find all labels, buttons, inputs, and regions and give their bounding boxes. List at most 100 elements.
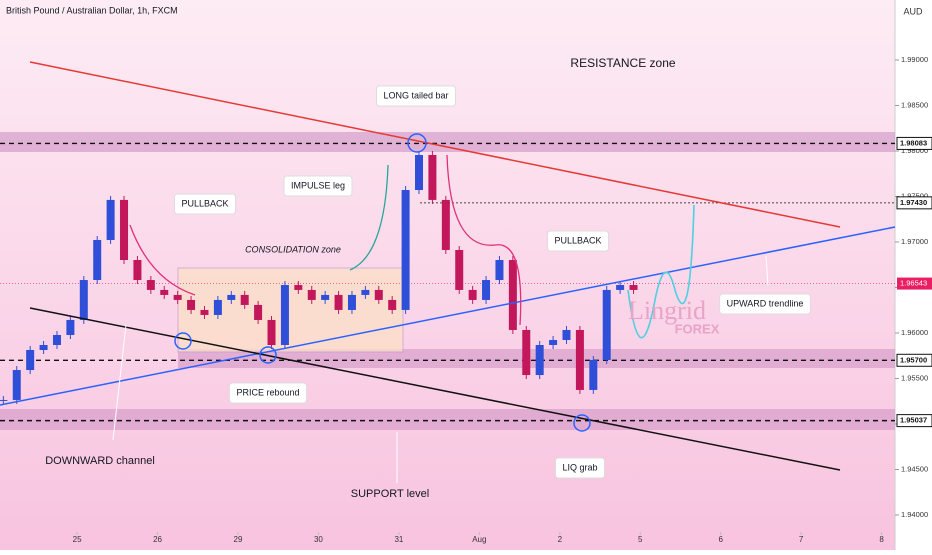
annotation: CONSOLIDATION zone bbox=[245, 244, 341, 254]
candle-body bbox=[39, 344, 48, 351]
x-tick-label: 29 bbox=[234, 535, 243, 544]
candle-body bbox=[388, 299, 397, 310]
candle-body bbox=[240, 294, 249, 305]
candle-body bbox=[280, 285, 289, 345]
x-tick-label: 26 bbox=[153, 535, 162, 544]
candle-body bbox=[401, 190, 410, 310]
candle-body bbox=[160, 289, 169, 295]
candle-body bbox=[66, 319, 75, 335]
y-tick-label: 1.98000 bbox=[901, 146, 928, 155]
level-box bbox=[896, 136, 932, 150]
resistance-trendline bbox=[29, 61, 841, 228]
impulse-arrow bbox=[349, 164, 389, 271]
annotation-box bbox=[554, 457, 606, 479]
x-tick-label: 25 bbox=[73, 535, 82, 544]
x-axis: 25 26 29 30 31 Aug 2 5 6 7 8 bbox=[73, 532, 884, 544]
candle-body bbox=[146, 280, 155, 290]
candle-body bbox=[629, 285, 638, 290]
level-label: 1.95037 bbox=[900, 416, 927, 425]
candle-body bbox=[482, 280, 491, 300]
candle-body bbox=[374, 289, 383, 300]
candle-body bbox=[187, 299, 196, 310]
candle-body bbox=[200, 309, 209, 315]
candle-body bbox=[347, 294, 356, 310]
candle-body bbox=[0, 399, 8, 401]
candle-body bbox=[589, 360, 598, 390]
candle-body bbox=[307, 289, 316, 300]
candle-body bbox=[508, 260, 517, 330]
annotation: RESISTANCE zone bbox=[570, 56, 675, 70]
resistance-zone bbox=[0, 132, 895, 152]
liq-zone bbox=[0, 409, 895, 430]
candle-body bbox=[602, 289, 611, 361]
x-tick-label: 2 bbox=[558, 535, 563, 544]
annotation: SUPPORT level bbox=[351, 488, 429, 500]
candle-body bbox=[120, 199, 129, 260]
candle-body bbox=[562, 329, 571, 340]
candle-body bbox=[549, 339, 558, 345]
y-tick-label: 1.97500 bbox=[901, 191, 928, 200]
y-tick-label: 1.97000 bbox=[901, 237, 928, 246]
pullback-arrow bbox=[446, 154, 522, 326]
level-label: 1.95700 bbox=[900, 355, 927, 364]
x-tick-label: 8 bbox=[879, 535, 884, 544]
level-label: 1.98083 bbox=[900, 138, 927, 147]
candle-body bbox=[106, 199, 115, 240]
price-axis bbox=[895, 0, 932, 550]
watermark: FOREX bbox=[675, 321, 720, 336]
x-tick-label: 7 bbox=[799, 535, 804, 544]
y-tick-label: 1.98500 bbox=[901, 100, 928, 109]
candle-body bbox=[254, 304, 263, 320]
candle-body bbox=[441, 199, 450, 250]
candle-body bbox=[575, 329, 584, 390]
x-tick-label: Aug bbox=[472, 535, 486, 544]
annotation-box bbox=[719, 293, 811, 315]
y-tick-label: 1.96000 bbox=[901, 328, 928, 337]
candle-body bbox=[468, 289, 477, 300]
pointer bbox=[765, 255, 769, 286]
candle-body bbox=[522, 329, 531, 376]
level-box bbox=[896, 353, 932, 367]
candle-body bbox=[26, 350, 35, 371]
candle-body bbox=[294, 285, 303, 290]
y-tick-label: 1.99000 bbox=[901, 55, 928, 64]
annotation-box bbox=[375, 85, 457, 107]
drawings bbox=[0, 61, 896, 483]
annotation: LONG tailed bar bbox=[383, 90, 448, 100]
annotation-box bbox=[228, 382, 308, 404]
consolidation-box bbox=[177, 267, 404, 353]
candle-body bbox=[52, 334, 61, 345]
x-tick-label: 6 bbox=[718, 535, 723, 544]
candles bbox=[0, 150, 638, 404]
annotation: DOWNWARD channel bbox=[45, 455, 155, 467]
marker-circle bbox=[573, 414, 591, 432]
level-box bbox=[896, 196, 932, 210]
annotation: PULLBACK bbox=[554, 235, 601, 245]
candle-body bbox=[93, 239, 102, 281]
candle-body bbox=[12, 370, 21, 400]
levels bbox=[0, 142, 895, 422]
annotation-box bbox=[173, 193, 237, 215]
candle-body bbox=[616, 285, 625, 290]
annotation-box bbox=[546, 230, 610, 252]
level-label: 1.97430 bbox=[900, 198, 927, 207]
candle-body bbox=[79, 280, 88, 320]
annotation: PULLBACK bbox=[181, 198, 228, 208]
projection-path bbox=[627, 204, 695, 339]
last-price-label: 1.96543 bbox=[900, 279, 927, 288]
annotation-box bbox=[283, 175, 353, 197]
candle-body bbox=[321, 294, 330, 300]
currency: AUD bbox=[903, 6, 923, 16]
candle-body bbox=[267, 319, 276, 345]
annotation: PRICE rebound bbox=[236, 387, 299, 397]
y-axis: 1.940001.945001.950001.955001.960001.965… bbox=[895, 55, 932, 519]
y-tick-label: 1.94500 bbox=[901, 464, 928, 473]
annotations: RESISTANCE zone LONG tailed bar PULLBACK IM… bbox=[45, 56, 811, 500]
x-tick-label: 31 bbox=[394, 535, 403, 544]
marker-circle bbox=[259, 346, 277, 364]
y-tick-label: 1.94000 bbox=[901, 510, 928, 519]
annotation: IMPULSE leg bbox=[291, 180, 345, 190]
annotation: LIQ grab bbox=[562, 462, 597, 472]
pointer bbox=[112, 324, 127, 441]
candle-body bbox=[173, 294, 182, 300]
